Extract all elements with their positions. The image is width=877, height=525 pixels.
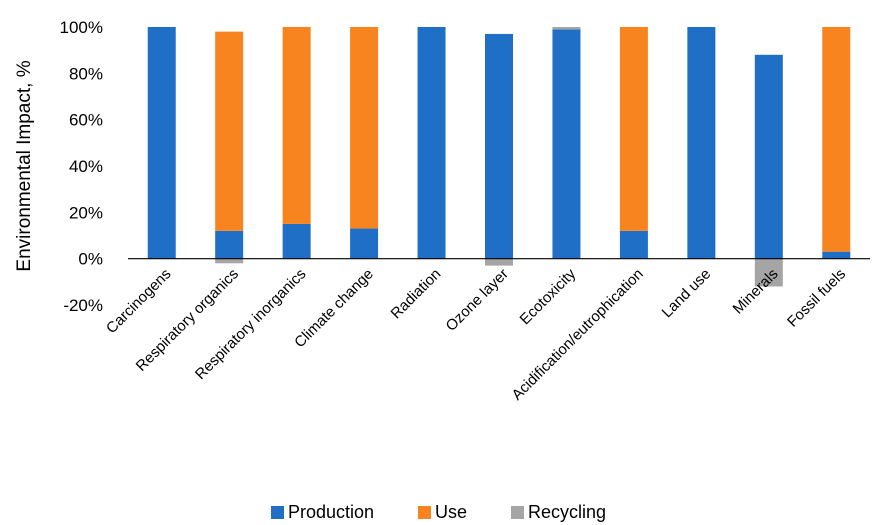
y-tick-label: 100% xyxy=(60,18,103,37)
bar-use-acidification-eutrophication xyxy=(619,27,648,231)
bar-production-climate-change xyxy=(350,228,379,259)
x-category-label: Acidification/eutrophication xyxy=(509,265,647,403)
x-category-label: Respiratory inorganics xyxy=(192,265,310,383)
y-tick-label: 40% xyxy=(69,157,103,176)
bar-production-respiratory-organics xyxy=(215,230,244,259)
y-axis-title: Environmental Impact, % xyxy=(14,60,35,271)
legend-swatch xyxy=(511,505,525,519)
x-category-label: Fossil fuels xyxy=(784,265,849,330)
bar-use-climate-change xyxy=(350,27,379,229)
legend-swatch xyxy=(418,505,431,519)
legend-swatch xyxy=(270,505,284,519)
bar-production-ecotoxicity xyxy=(552,29,581,259)
x-category-label: Ozone layer xyxy=(443,265,512,334)
legend-item-recycling: Recycling xyxy=(511,502,606,523)
bar-production-ozone-layer xyxy=(485,33,513,259)
x-category-label: Ecotoxicity xyxy=(517,265,580,328)
y-tick-label: 60% xyxy=(69,111,103,130)
bar-production-respiratory-inorganics xyxy=(282,223,311,259)
legend-label: Recycling xyxy=(528,501,607,522)
bar-production-acidification-eutrophication xyxy=(619,230,648,259)
legend-item-production: Production xyxy=(270,501,374,523)
y-tick-label: 80% xyxy=(69,64,103,83)
bar-production-land-use xyxy=(687,27,716,259)
x-category-label: Radiation xyxy=(388,265,445,322)
stacked-bar-chart: -20% 0% 20% 40% 60% 80% 100% CarcinogensRespir… xyxy=(14,18,870,404)
legend: Production Use Recycling xyxy=(0,500,877,524)
bar-recycling-respiratory-organics xyxy=(215,258,244,264)
bar-recycling-ozone-layer xyxy=(485,258,513,266)
y-tick-label: 0% xyxy=(78,250,103,269)
y-tick-label: -20% xyxy=(63,296,103,315)
legend-label: Production xyxy=(287,501,374,522)
bar-use-respiratory-inorganics xyxy=(282,27,311,224)
bar-production-radiation xyxy=(417,27,446,259)
legend-label: Use xyxy=(435,501,468,522)
bar-use-respiratory-organics xyxy=(215,31,244,231)
x-category-label: Land use xyxy=(659,265,715,321)
y-tick-label: 20% xyxy=(69,203,103,222)
bar-recycling-ecotoxicity xyxy=(552,27,581,30)
bar-production-fossil-fuels xyxy=(822,251,851,259)
bar-use-fossil-fuels xyxy=(822,27,851,252)
bar-recycling-minerals xyxy=(754,258,783,287)
bar-production-minerals xyxy=(754,54,783,259)
legend-item-use: Use xyxy=(418,502,467,523)
bar-production-carcinogens xyxy=(147,27,176,259)
x-category-label: Carcinogens xyxy=(103,265,175,337)
